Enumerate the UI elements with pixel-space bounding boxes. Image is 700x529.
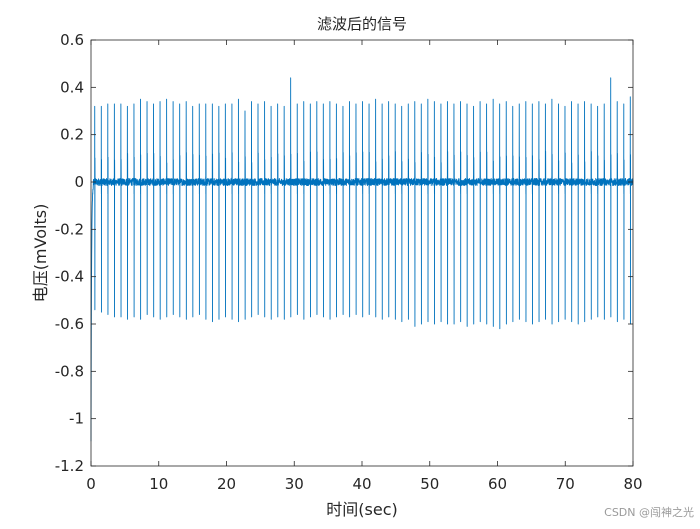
x-tick-label: 70 — [556, 475, 575, 493]
x-tick-label: 10 — [149, 475, 168, 493]
x-tick-label: 20 — [217, 475, 236, 493]
axes-layer: 0 10 20 30 40 50 60 70 80 0.6 0.4 0.2 0 -0.2 -0.4 -0.6 -… — [55, 31, 643, 493]
y-tick-label: -0.4 — [55, 268, 84, 286]
x-tick-label: 30 — [285, 475, 304, 493]
y-tick-label: -1.2 — [55, 457, 84, 475]
x-axis-label: 时间(sec) — [326, 500, 397, 519]
x-tick-label: 80 — [623, 475, 642, 493]
plot-area — [91, 40, 633, 466]
y-axis-label: 电压(mVolts) — [31, 204, 50, 303]
signal-layer — [90, 77, 634, 442]
y-tick-label: 0.6 — [60, 31, 84, 49]
y-tick-label: 0 — [74, 173, 84, 191]
watermark: CSDN @闯神之光 — [604, 505, 694, 519]
x-tick-label: 40 — [352, 475, 371, 493]
chart-title: 滤波后的信号 — [317, 15, 407, 33]
y-tick-label: -0.6 — [55, 315, 84, 333]
signal-line — [90, 77, 634, 442]
x-tick-label: 0 — [86, 475, 96, 493]
x-tick-label: 60 — [488, 475, 507, 493]
y-tick-label: -0.8 — [55, 362, 84, 380]
x-tick-label: 50 — [420, 475, 439, 493]
y-tick-label: 0.4 — [60, 78, 84, 96]
y-tick-label: -0.2 — [55, 220, 84, 238]
y-tick-label: -1 — [69, 410, 84, 428]
y-tick-label: 0.2 — [60, 126, 84, 144]
